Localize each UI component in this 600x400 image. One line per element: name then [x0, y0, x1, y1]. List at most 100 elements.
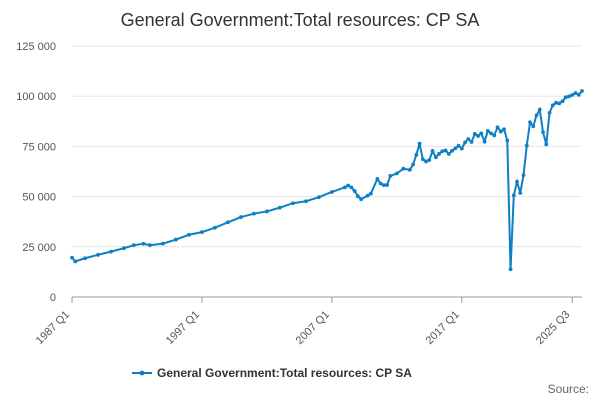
data-point	[394, 171, 399, 176]
data-point	[148, 243, 152, 248]
data-point	[388, 174, 393, 178]
x-tick-label: 1987 Q1	[34, 309, 72, 347]
data-point	[96, 252, 100, 257]
data-point	[355, 194, 360, 199]
y-tick-label: 25 000	[22, 242, 56, 254]
data-point	[573, 91, 578, 95]
y-tick-label: 0	[50, 292, 56, 304]
data-point	[385, 183, 389, 187]
data-point	[381, 183, 386, 188]
data-point	[485, 129, 490, 133]
data-point	[352, 189, 357, 193]
data-point	[557, 101, 562, 106]
legend-point-marker	[139, 370, 145, 376]
data-point	[560, 99, 565, 104]
data-point	[479, 131, 484, 136]
data-point	[278, 205, 282, 210]
x-tick-label: 2017 Q1	[424, 309, 462, 347]
data-point	[505, 138, 510, 143]
data-point	[200, 230, 204, 235]
data-point	[420, 157, 425, 162]
data-point	[375, 177, 380, 181]
data-point	[349, 185, 354, 190]
data-point	[316, 195, 321, 200]
data-point	[508, 267, 513, 272]
data-point	[567, 94, 571, 99]
data-point	[187, 232, 191, 237]
data-point	[576, 92, 581, 97]
x-tick-label: 2025 Q3	[534, 309, 572, 347]
data-point	[511, 193, 516, 198]
y-tick-label: 50 000	[22, 192, 56, 204]
y-axis: 0 25 000 50 000 75 000 100 000 125 000	[16, 41, 56, 304]
x-axis: 1987 Q1 1997 Q1 2007 Q1 2017 Q1 2025 Q3	[34, 297, 573, 347]
source-label: Source:	[548, 382, 589, 396]
x-tick-label: 1997 Q1	[164, 309, 202, 347]
data-point	[346, 183, 351, 188]
data-point	[265, 209, 269, 214]
data-point	[407, 167, 412, 172]
data-point	[570, 93, 575, 97]
data-point	[131, 243, 136, 248]
data-point	[459, 146, 464, 151]
data-point	[534, 113, 539, 118]
data-point	[414, 152, 419, 157]
data-point	[463, 140, 467, 145]
data-point	[498, 129, 503, 134]
data-point	[476, 134, 480, 138]
y-tick-label: 100 000	[16, 91, 56, 103]
data-point	[563, 95, 568, 100]
data-point	[515, 179, 519, 184]
data-point	[427, 158, 432, 162]
data-point	[226, 220, 230, 225]
data-point	[359, 197, 364, 202]
data-point	[70, 255, 74, 260]
data-point	[528, 120, 532, 125]
legend-label: General Government:Total resources: CP S…	[157, 366, 412, 380]
data-point	[495, 125, 500, 130]
data-point	[547, 110, 552, 115]
data-point	[518, 191, 523, 195]
data-point	[417, 141, 422, 146]
data-point	[411, 162, 415, 167]
data-point	[492, 133, 497, 138]
data-point	[401, 166, 406, 171]
data-point	[73, 259, 78, 264]
data-point	[122, 246, 126, 251]
data-point	[456, 143, 461, 148]
chart-title: General Government:Total resources: CP S…	[121, 10, 480, 30]
y-tick-label: 125 000	[16, 41, 56, 53]
data-point	[303, 199, 308, 204]
data-point	[466, 137, 471, 141]
data-point	[446, 152, 451, 156]
data-point	[424, 159, 428, 164]
data-point	[489, 131, 493, 136]
data-point	[141, 241, 146, 246]
data-point	[554, 100, 558, 105]
y-tick-label: 75 000	[22, 141, 56, 153]
data-point	[365, 193, 370, 198]
legend[interactable]: General Government:Total resources: CP S…	[132, 366, 412, 380]
data-point	[161, 241, 165, 246]
data-point	[83, 256, 87, 261]
x-tick-label: 2007 Q1	[294, 309, 332, 347]
data-point	[541, 130, 545, 135]
data-point	[437, 151, 441, 156]
data-point	[524, 143, 529, 148]
data-point	[329, 190, 334, 194]
data-point	[443, 148, 448, 153]
data-point	[580, 89, 584, 93]
data-point	[502, 127, 506, 132]
data-point	[531, 124, 536, 129]
data-point	[174, 237, 178, 242]
data-point	[109, 249, 113, 254]
data-point	[482, 139, 487, 144]
data-point	[450, 148, 454, 153]
data-point	[453, 146, 458, 151]
data-point	[433, 155, 438, 160]
data-point	[537, 107, 542, 112]
data-point	[239, 215, 243, 219]
grid-lines	[72, 45, 582, 248]
